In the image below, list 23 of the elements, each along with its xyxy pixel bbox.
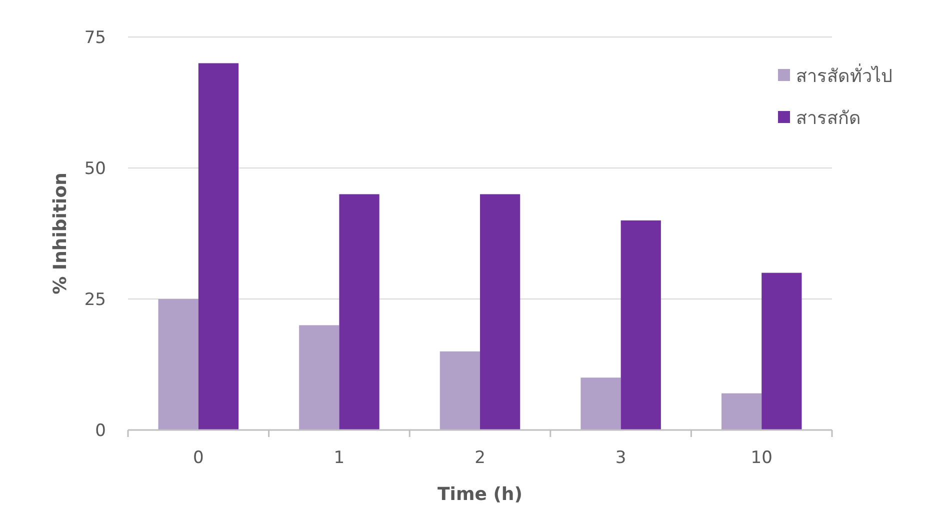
x-tick-label: 10 [750,448,772,468]
bar [580,378,621,430]
x-tick-label: 0 [192,448,204,468]
bar [480,194,520,430]
y-tick-label: 75 [84,28,106,48]
legend-label: สารสัดทั่วไป [796,63,892,87]
bar [299,325,340,430]
x-tick-label: 2 [474,448,486,468]
bar [158,299,198,430]
y-tick-label: 25 [84,290,106,310]
x-tick-label: 3 [615,448,626,468]
y-tick-label: 0 [95,421,106,441]
y-tick-label: 50 [84,159,106,179]
x-tick-label: 1 [334,448,345,468]
bar [440,351,480,430]
bar [198,63,239,430]
legend-label: สารสกัด [796,108,861,129]
bar [762,272,802,430]
bar [620,220,661,430]
bar [721,393,762,430]
bar [339,194,380,430]
x-axis-title: Time (h) [438,484,522,505]
y-axis-title: % Inhibition [50,172,71,294]
